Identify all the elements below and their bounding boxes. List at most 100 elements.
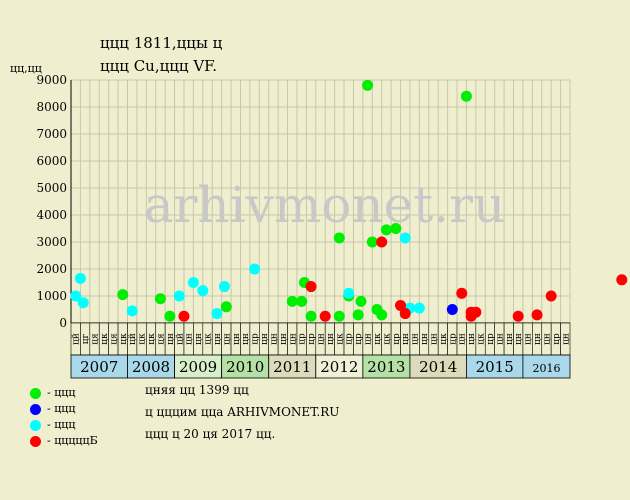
y-axis-label: цц,цц xyxy=(10,62,42,75)
month-tick-label: цк xyxy=(335,333,345,345)
data-point xyxy=(164,310,176,322)
plot-area xyxy=(71,80,570,323)
legend-label: - ццц xyxy=(47,418,76,431)
month-tick-label: цн xyxy=(420,333,430,345)
month-tick-label: цр xyxy=(345,333,355,345)
month-tick-label: цн xyxy=(232,333,242,345)
month-tick-label: цн xyxy=(364,333,374,345)
year-label: 2009 xyxy=(179,358,217,376)
month-tick-label: цн xyxy=(561,333,571,345)
legend-item-red: - цццццБ xyxy=(30,434,98,447)
month-tick-label: цр xyxy=(307,333,317,345)
year-band xyxy=(522,354,571,379)
month-tick-label: цр xyxy=(552,333,562,345)
data-point xyxy=(305,310,317,322)
data-point xyxy=(77,297,89,309)
month-tick-label: цн xyxy=(401,333,411,345)
month-tick-label: цр xyxy=(486,333,496,345)
data-point xyxy=(545,290,557,302)
month-tick-label: цк xyxy=(138,333,148,345)
legend-item-cyan: - ццц xyxy=(30,418,76,431)
month-tick-label: цй xyxy=(72,333,82,345)
data-point xyxy=(218,281,230,293)
year-label: 2008 xyxy=(132,358,170,376)
data-point xyxy=(319,310,331,322)
data-point xyxy=(399,308,411,320)
month-tick-label: цн xyxy=(222,333,232,345)
month-tick-label: цк xyxy=(439,333,449,345)
data-point xyxy=(390,223,402,234)
month-tick-label: цк xyxy=(147,333,157,345)
month-tick-label: цн xyxy=(458,333,468,345)
month-tick-label: ця xyxy=(109,333,119,345)
y-tick-label: 9000 xyxy=(36,73,67,87)
legend-dot-red xyxy=(30,435,41,447)
month-tick-label: ця xyxy=(91,333,101,345)
y-tick-label: 8000 xyxy=(36,100,67,114)
legend-label: - цццццБ xyxy=(47,434,98,447)
data-point xyxy=(362,79,374,91)
month-tick-label: цр xyxy=(448,333,458,345)
data-point xyxy=(355,295,367,307)
y-tick-label: 3000 xyxy=(36,235,67,249)
legend-dot-cyan xyxy=(30,419,41,431)
data-point xyxy=(343,287,355,299)
month-tick-label: цк xyxy=(373,333,383,345)
month-tick-label: цн xyxy=(241,333,251,345)
year-label: 2012 xyxy=(320,358,358,376)
month-tick-label: цй xyxy=(128,333,138,345)
data-point xyxy=(178,310,190,322)
data-point xyxy=(413,302,425,314)
y-tick-label: 0 xyxy=(59,316,67,330)
month-tick-label: ця xyxy=(156,333,166,345)
year-label: 2014 xyxy=(419,358,457,376)
data-point xyxy=(616,274,628,286)
data-point xyxy=(352,309,364,321)
data-point xyxy=(446,304,458,315)
month-tick-label: цн xyxy=(269,333,279,345)
year-label: 2013 xyxy=(367,358,405,376)
chart-subtitle: ццц Cu,ццц VF. xyxy=(100,57,217,75)
month-tick-label: цн xyxy=(260,333,270,345)
legend-label: - ццц xyxy=(47,402,76,415)
month-tick-label: цн xyxy=(411,333,421,345)
data-point xyxy=(333,310,345,322)
data-point xyxy=(366,236,378,248)
data-point xyxy=(173,290,185,302)
data-point xyxy=(187,277,199,288)
data-point xyxy=(117,289,129,301)
month-tick-label: цр xyxy=(392,333,402,345)
data-point xyxy=(376,309,388,321)
month-tick-label: цн xyxy=(279,333,289,345)
note-line-2: ц цццим цца ARHIVMONET.RU xyxy=(145,405,340,419)
month-tick-label: цн xyxy=(194,333,204,345)
month-tick-label: цн xyxy=(524,333,534,345)
month-tick-label: цн xyxy=(213,333,223,345)
data-point xyxy=(126,305,138,317)
data-point xyxy=(296,295,308,307)
y-tick-label: 6000 xyxy=(36,154,67,168)
month-tick-label: цн xyxy=(288,333,298,345)
y-tick-label: 4000 xyxy=(36,208,67,222)
data-point xyxy=(376,236,388,248)
month-tick-label: цн xyxy=(514,333,524,345)
data-point xyxy=(211,308,223,320)
legend-item-green: - ццц xyxy=(30,386,76,399)
month-tick-label: цк xyxy=(477,333,487,345)
month-tick-label: цн xyxy=(542,333,552,345)
data-point xyxy=(305,281,317,293)
legend-label: - ццц xyxy=(47,386,76,399)
month-tick-label: цн xyxy=(326,333,336,345)
month-tick-label: цр xyxy=(354,333,364,345)
month-tick-label: цн xyxy=(533,333,543,345)
month-tick-label: цг xyxy=(81,333,91,344)
month-tick-label: цк xyxy=(204,333,214,345)
year-label: 2015 xyxy=(476,358,514,376)
watermark-text: arhivmonet.ru xyxy=(144,176,506,234)
y-tick-label: 5000 xyxy=(36,181,67,195)
year-label: 2011 xyxy=(273,358,311,376)
legend-item-blue: - ццц xyxy=(30,402,76,415)
data-point xyxy=(70,290,82,302)
data-point xyxy=(286,295,298,307)
